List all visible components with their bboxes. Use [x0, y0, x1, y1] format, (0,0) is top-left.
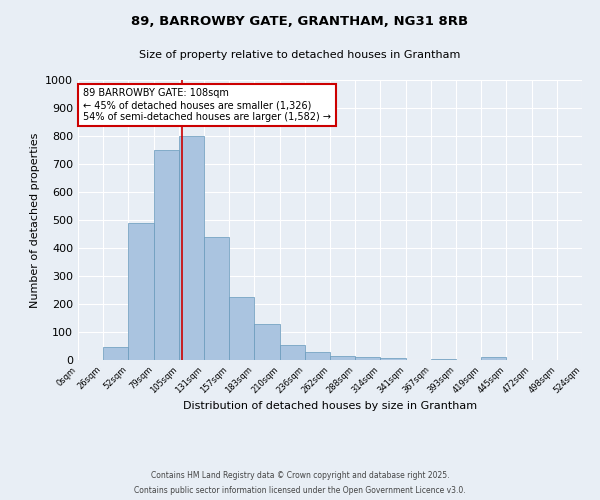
- Bar: [154, 150, 179, 360]
- Bar: [229, 297, 254, 360]
- Bar: [204, 237, 229, 360]
- Bar: [330, 356, 355, 360]
- Bar: [355, 357, 380, 360]
- Text: Contains public sector information licensed under the Open Government Licence v3: Contains public sector information licen…: [134, 486, 466, 495]
- Y-axis label: Number of detached properties: Number of detached properties: [29, 132, 40, 308]
- Text: 89 BARROWBY GATE: 108sqm
← 45% of detached houses are smaller (1,326)
54% of sem: 89 BARROWBY GATE: 108sqm ← 45% of detach…: [83, 88, 331, 122]
- Bar: [280, 346, 305, 360]
- X-axis label: Distribution of detached houses by size in Grantham: Distribution of detached houses by size …: [183, 401, 477, 411]
- Bar: [128, 223, 154, 360]
- Bar: [305, 352, 330, 360]
- Text: Size of property relative to detached houses in Grantham: Size of property relative to detached ho…: [139, 50, 461, 60]
- Bar: [254, 324, 280, 360]
- Bar: [481, 357, 506, 360]
- Bar: [431, 358, 456, 360]
- Text: Contains HM Land Registry data © Crown copyright and database right 2025.: Contains HM Land Registry data © Crown c…: [151, 471, 449, 480]
- Bar: [179, 136, 204, 360]
- Bar: [380, 358, 406, 360]
- Text: 89, BARROWBY GATE, GRANTHAM, NG31 8RB: 89, BARROWBY GATE, GRANTHAM, NG31 8RB: [131, 15, 469, 28]
- Bar: [103, 348, 128, 360]
